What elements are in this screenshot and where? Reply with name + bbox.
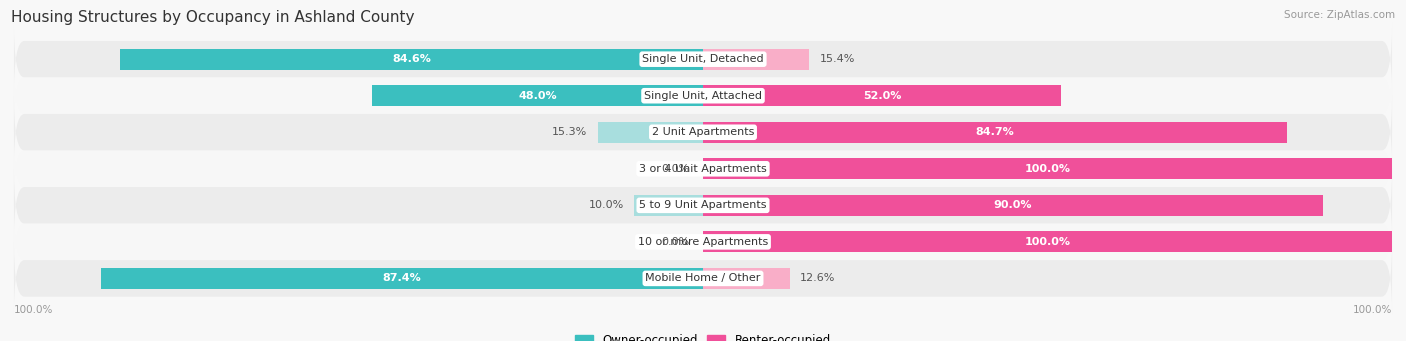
- Text: 100.0%: 100.0%: [1353, 305, 1392, 315]
- Text: 84.7%: 84.7%: [976, 127, 1014, 137]
- Bar: [373, 85, 703, 106]
- Text: 2 Unit Apartments: 2 Unit Apartments: [652, 127, 754, 137]
- Text: 5 to 9 Unit Apartments: 5 to 9 Unit Apartments: [640, 200, 766, 210]
- Text: 12.6%: 12.6%: [800, 273, 835, 283]
- Bar: [703, 122, 1286, 143]
- FancyBboxPatch shape: [14, 23, 1392, 96]
- Legend: Owner-occupied, Renter-occupied: Owner-occupied, Renter-occupied: [575, 334, 831, 341]
- FancyBboxPatch shape: [14, 132, 1392, 205]
- Text: 100.0%: 100.0%: [1025, 237, 1070, 247]
- FancyBboxPatch shape: [14, 205, 1392, 278]
- Bar: [120, 48, 703, 70]
- Text: Source: ZipAtlas.com: Source: ZipAtlas.com: [1284, 10, 1395, 20]
- Bar: [703, 195, 1323, 216]
- Text: 0.0%: 0.0%: [661, 164, 689, 174]
- Text: 48.0%: 48.0%: [519, 91, 557, 101]
- Text: 90.0%: 90.0%: [994, 200, 1032, 210]
- Text: 100.0%: 100.0%: [1025, 164, 1070, 174]
- Text: 10.0%: 10.0%: [589, 200, 624, 210]
- Bar: [634, 195, 703, 216]
- FancyBboxPatch shape: [14, 242, 1392, 315]
- Text: 84.6%: 84.6%: [392, 54, 432, 64]
- Text: Single Unit, Detached: Single Unit, Detached: [643, 54, 763, 64]
- Text: 15.3%: 15.3%: [553, 127, 588, 137]
- Text: 52.0%: 52.0%: [863, 91, 901, 101]
- FancyBboxPatch shape: [14, 96, 1392, 169]
- Bar: [598, 122, 703, 143]
- Text: Single Unit, Attached: Single Unit, Attached: [644, 91, 762, 101]
- Text: 3 or 4 Unit Apartments: 3 or 4 Unit Apartments: [640, 164, 766, 174]
- Bar: [101, 268, 703, 289]
- Bar: [703, 85, 1062, 106]
- Bar: [703, 231, 1392, 252]
- Text: 15.4%: 15.4%: [820, 54, 855, 64]
- Bar: [703, 48, 808, 70]
- Bar: [703, 268, 790, 289]
- Text: 10 or more Apartments: 10 or more Apartments: [638, 237, 768, 247]
- Text: Housing Structures by Occupancy in Ashland County: Housing Structures by Occupancy in Ashla…: [11, 10, 415, 25]
- Text: 87.4%: 87.4%: [382, 273, 422, 283]
- Bar: [703, 158, 1392, 179]
- Text: Mobile Home / Other: Mobile Home / Other: [645, 273, 761, 283]
- FancyBboxPatch shape: [14, 169, 1392, 242]
- Text: 0.0%: 0.0%: [661, 237, 689, 247]
- Text: 100.0%: 100.0%: [14, 305, 53, 315]
- FancyBboxPatch shape: [14, 59, 1392, 132]
